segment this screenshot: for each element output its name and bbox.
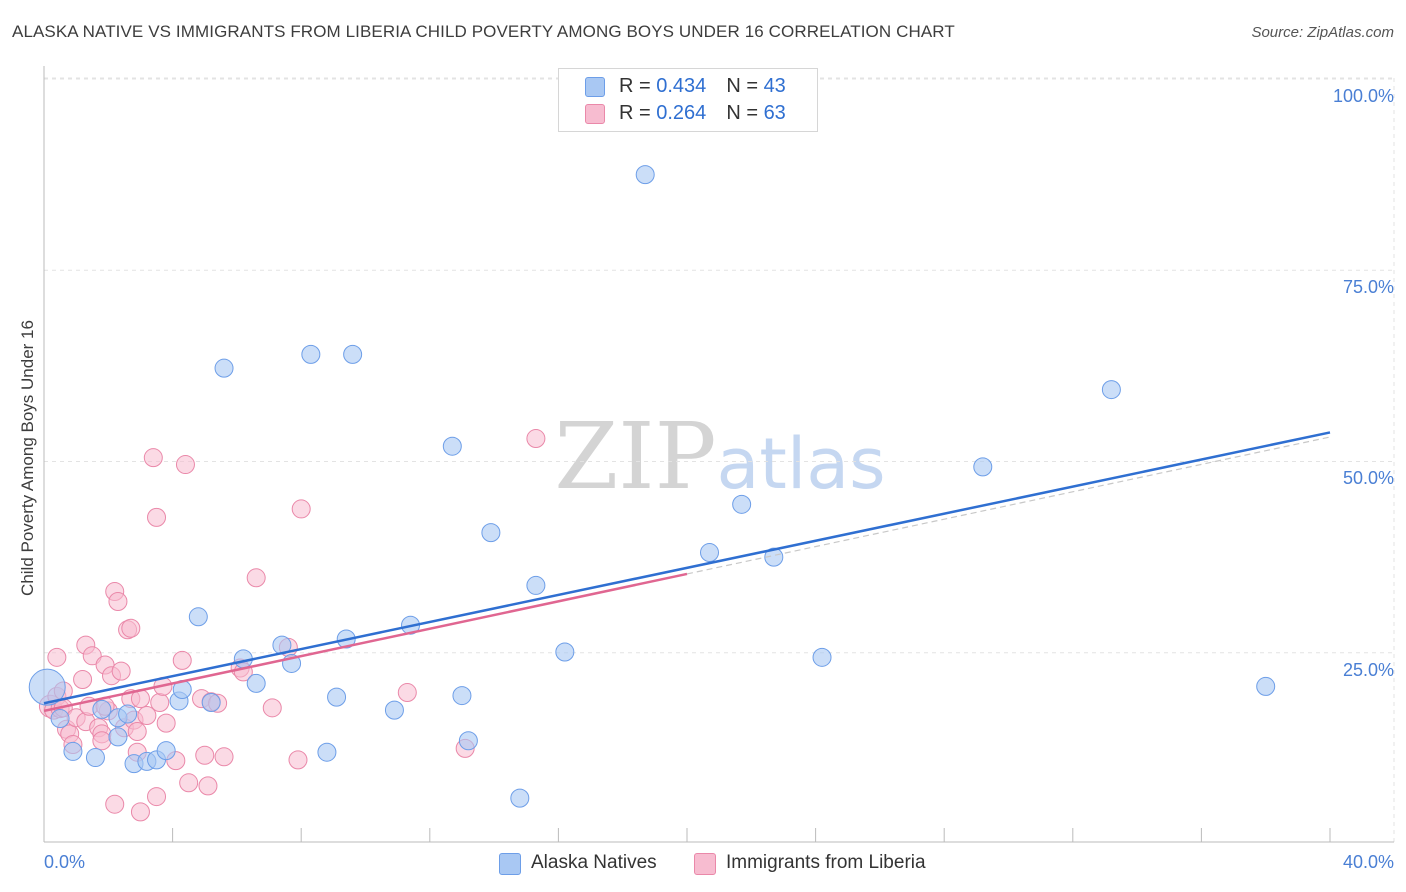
alaska-point-15: [201, 692, 221, 712]
y-tick-label-50: 50.0%: [1342, 468, 1394, 488]
liberia-point-46: [198, 776, 218, 796]
alaska-point-14: [188, 607, 208, 627]
watermark-atlas: atlas: [717, 423, 886, 505]
liberia-trend-line: [43, 572, 688, 713]
alaska-point-31: [481, 523, 501, 543]
alaska-point-42: [1256, 676, 1276, 696]
liberia-point-39: [156, 713, 176, 733]
trend-lines: [43, 431, 1331, 713]
alaska-point-25: [343, 344, 363, 364]
chart-title: ALASKA NATIVE VS IMMIGRANTS FROM LIBERIA…: [12, 22, 955, 41]
alaska-point-4: [92, 699, 112, 719]
liberia-point-57: [397, 683, 417, 703]
alaska-point-35: [635, 165, 655, 185]
alaska-point-6: [108, 727, 128, 747]
bottom-legend-swatch-alaska: [499, 853, 521, 875]
alaska-point-16: [214, 358, 234, 378]
alaska-point-26: [384, 700, 404, 720]
y-tick-label-25: 25.0%: [1342, 660, 1394, 680]
alaska-trend-line: [43, 431, 1331, 705]
alaska-point-18: [246, 673, 266, 693]
liberia-point-24: [111, 661, 131, 681]
alaska-point-7: [118, 704, 138, 724]
legend-text-alaska: R = 0.434 N = 43: [619, 75, 786, 97]
liberia-point-55: [288, 750, 308, 770]
alaska-point-2: [63, 741, 83, 761]
liberia-point-17: [92, 731, 112, 751]
series-liberia-points: [38, 429, 546, 822]
alaska-point-1: [50, 709, 70, 729]
alaska-point-21: [301, 344, 321, 364]
legend-swatch-alaska: [585, 77, 605, 97]
liberia-point-33: [137, 705, 157, 725]
watermark: ZIPatlas: [554, 403, 885, 510]
alaska-point-29: [452, 686, 472, 706]
alaska-point-3: [85, 748, 105, 768]
liberia-point-52: [246, 568, 266, 588]
liberia-point-36: [147, 507, 167, 527]
alaska-point-38: [764, 547, 784, 567]
bottom-legend-label-alaska: Alaska Natives: [531, 852, 657, 873]
alaska-point-36: [700, 543, 720, 563]
bottom-legend-swatch-liberia: [694, 853, 716, 875]
alaska-point-41: [1101, 380, 1121, 400]
liberia-point-14: [82, 646, 102, 666]
liberia-point-37: [150, 692, 170, 712]
alaska-point-32: [510, 788, 530, 808]
liberia-point-23: [108, 591, 128, 611]
liberia-point-32: [130, 802, 150, 822]
alaska-point-34: [555, 642, 575, 662]
x-tick-label-max: 40.0%: [1342, 852, 1394, 872]
liberia-point-10: [73, 670, 93, 690]
liberia-point-34: [143, 448, 163, 468]
alaska-point-40: [973, 457, 993, 477]
bottom-legend-label-liberia: Immigrants from Liberia: [726, 852, 926, 873]
y-tick-label-100: 100.0%: [1332, 86, 1394, 106]
liberia-point-42: [175, 455, 195, 475]
liberia-point-56: [291, 499, 311, 519]
series-alaska-points: [28, 165, 1276, 808]
liberia-point-41: [172, 650, 192, 670]
liberia-point-61: [127, 722, 147, 742]
liberia-point-43: [179, 773, 199, 793]
alaska-point-28: [442, 436, 462, 456]
liberia-point-59: [526, 429, 546, 449]
legend-text-liberia: R = 0.264 N = 63: [619, 102, 786, 124]
liberia-point-35: [147, 787, 167, 807]
liberia-point-21: [105, 794, 125, 814]
alaska-point-33: [526, 575, 546, 595]
alaska-point-0: [28, 668, 66, 706]
alaska-point-37: [732, 494, 752, 514]
alaska-point-30: [458, 731, 478, 751]
correlation-legend: R = 0.434 N = 43 R = 0.264 N = 63: [558, 68, 818, 132]
liberia-point-49: [214, 747, 234, 767]
watermark-zip: ZIP: [554, 403, 716, 510]
liberia-point-53: [262, 698, 282, 718]
liberia-point-2: [47, 647, 67, 667]
legend-swatch-liberia: [585, 104, 605, 124]
liberia-point-27: [121, 618, 141, 638]
alaska-point-39: [812, 647, 832, 667]
chart-source: Source: ZipAtlas.com: [1251, 24, 1394, 41]
alaska-point-11: [156, 741, 176, 761]
liberia-point-45: [195, 745, 215, 765]
x-tick-label-min: 0.0%: [44, 852, 86, 872]
alaska-point-23: [327, 687, 347, 707]
y-tick-label-75: 75.0%: [1342, 277, 1394, 297]
alaska-point-22: [317, 742, 337, 762]
